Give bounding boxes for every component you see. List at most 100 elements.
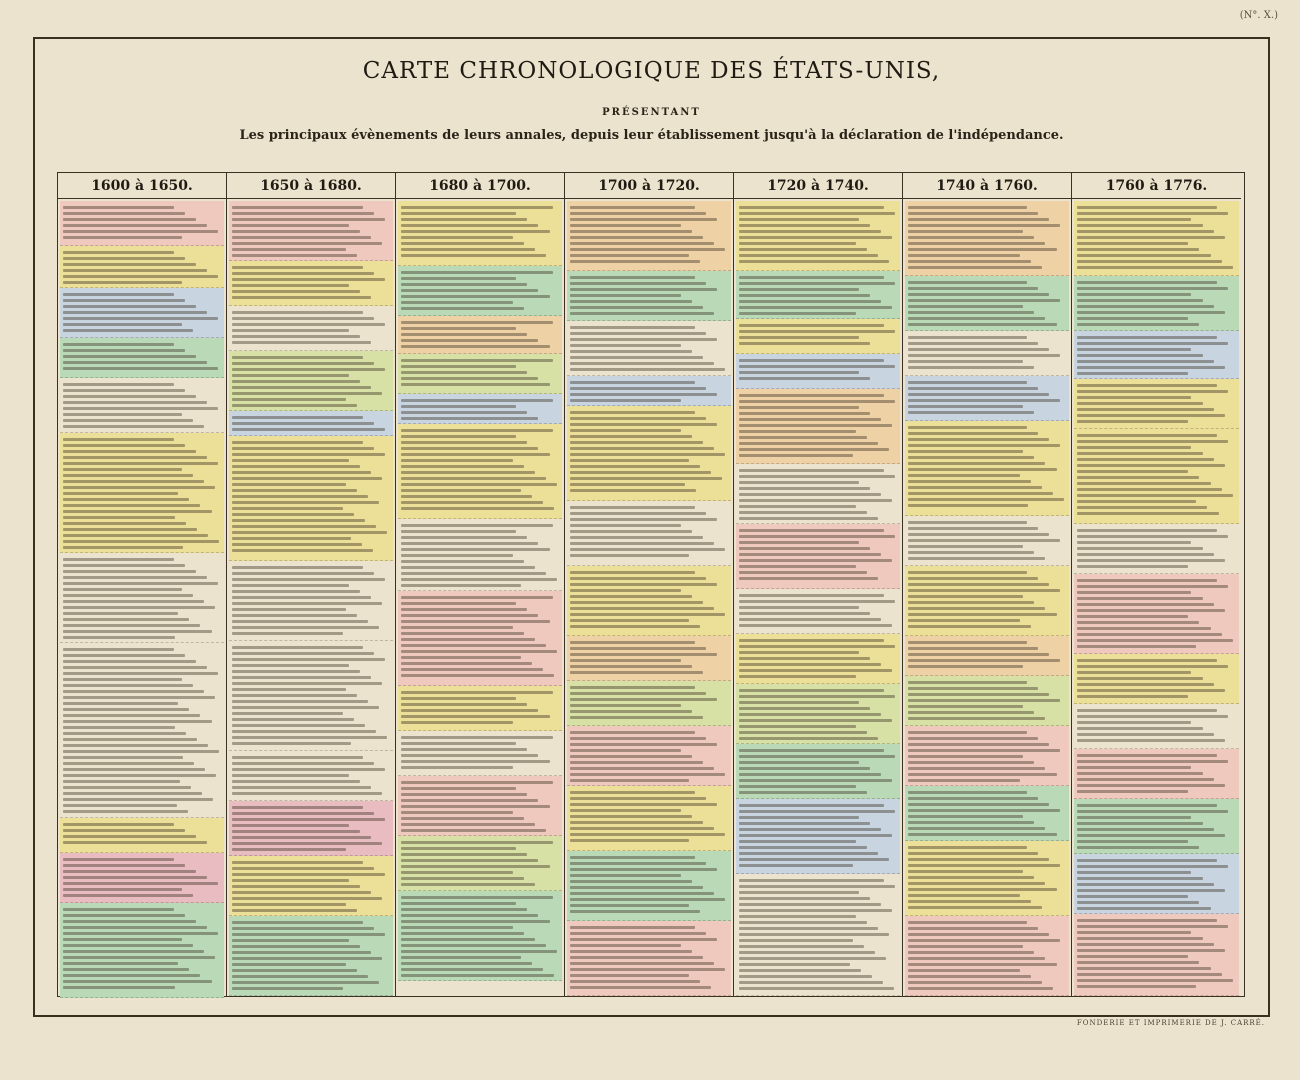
illegible-text-line	[739, 487, 871, 490]
illegible-text-line	[232, 323, 386, 326]
illegible-text-line	[63, 744, 209, 747]
illegible-text-line	[63, 672, 218, 675]
illegible-text-line	[908, 248, 1057, 251]
illegible-text-line	[63, 293, 174, 296]
illegible-text-line	[908, 894, 1021, 897]
illegible-text-line	[401, 254, 547, 257]
illegible-text-line	[1077, 390, 1229, 393]
illegible-text-line	[739, 377, 871, 380]
illegible-text-line	[1077, 877, 1203, 880]
illegible-text-line	[63, 311, 207, 314]
illegible-text-line	[63, 774, 217, 777]
illegible-text-line	[63, 395, 196, 398]
illegible-text-line	[232, 453, 386, 456]
illegible-text-line	[908, 539, 1060, 542]
illegible-text-line	[63, 600, 204, 603]
illegible-text-line	[570, 898, 725, 901]
illegible-text-line	[570, 827, 714, 830]
chronology-cell	[905, 841, 1069, 916]
chronology-cell	[567, 921, 731, 996]
illegible-text-line	[1077, 766, 1192, 769]
illegible-text-line	[401, 754, 539, 757]
illegible-text-line	[1077, 512, 1219, 515]
illegible-text-line	[570, 356, 703, 359]
chronology-cell	[229, 351, 393, 411]
illegible-text-line	[63, 618, 190, 621]
illegible-text-line	[570, 282, 706, 285]
illegible-text-line	[739, 852, 879, 855]
illegible-text-line	[232, 724, 365, 727]
illegible-text-line	[570, 803, 717, 806]
illegible-text-line	[63, 750, 220, 753]
illegible-text-line	[1077, 230, 1214, 233]
illegible-text-line	[63, 546, 184, 549]
illegible-text-line	[570, 417, 706, 420]
illegible-text-line	[908, 981, 1043, 984]
illegible-text-line	[908, 474, 1021, 477]
illegible-text-line	[63, 257, 185, 260]
illegible-text-line	[570, 815, 692, 818]
illegible-text-line	[1077, 907, 1211, 910]
illegible-text-line	[739, 481, 860, 484]
illegible-text-line	[739, 505, 856, 508]
illegible-text-line	[401, 277, 517, 280]
illegible-text-line	[63, 275, 218, 278]
illegible-text-line	[739, 669, 893, 672]
column-header: 1600 à 1650.	[58, 173, 226, 199]
illegible-text-line	[739, 846, 867, 849]
illegible-text-line	[401, 224, 539, 227]
illegible-text-line	[739, 254, 879, 257]
illegible-text-line	[63, 630, 212, 633]
illegible-text-line	[739, 618, 882, 621]
illegible-text-line	[1077, 236, 1225, 239]
illegible-text-line	[401, 799, 539, 802]
chronology-cell	[905, 276, 1069, 331]
chronology-cell	[1074, 799, 1239, 854]
illegible-text-line	[908, 366, 1035, 369]
chronology-cell	[736, 271, 900, 319]
illegible-text-line	[570, 779, 689, 782]
illegible-text-line	[739, 224, 871, 227]
illegible-text-line	[63, 920, 196, 923]
illegible-text-line	[570, 344, 681, 347]
illegible-text-line	[63, 908, 174, 911]
illegible-text-line	[63, 516, 176, 519]
illegible-text-line	[63, 413, 182, 416]
illegible-text-line	[401, 584, 522, 587]
chronology-cell	[905, 421, 1069, 516]
illegible-text-line	[63, 980, 212, 983]
illegible-text-line	[908, 921, 1027, 924]
illegible-text-line	[63, 486, 215, 489]
illegible-text-line	[908, 963, 1057, 966]
chronology-cell	[229, 916, 393, 996]
illegible-text-line	[401, 489, 522, 492]
plate-number: (N°. X.)	[1239, 10, 1278, 21]
illegible-text-line	[570, 791, 695, 794]
illegible-text-line	[739, 312, 856, 315]
illegible-text-line	[232, 842, 383, 845]
illegible-text-line	[401, 638, 536, 641]
illegible-text-line	[908, 323, 1057, 326]
illegible-text-line	[570, 206, 695, 209]
illegible-text-line	[739, 957, 886, 960]
illegible-text-line	[570, 524, 681, 527]
chronology-cell	[60, 338, 224, 378]
illegible-text-line	[1077, 683, 1214, 686]
illegible-text-line	[739, 577, 879, 580]
column-1680-1700: 1680 à 1700.	[396, 173, 565, 996]
illegible-text-line	[908, 975, 1032, 978]
illegible-text-line	[739, 969, 861, 972]
illegible-text-line	[401, 736, 553, 739]
illegible-text-line	[401, 602, 517, 605]
illegible-text-line	[401, 811, 514, 814]
illegible-text-line	[739, 915, 856, 918]
illegible-text-line	[1077, 772, 1203, 775]
illegible-text-line	[232, 218, 386, 221]
illegible-text-line	[1077, 206, 1217, 209]
illegible-text-line	[1077, 677, 1203, 680]
illegible-text-line	[1077, 810, 1229, 813]
column-header: 1680 à 1700.	[396, 173, 564, 199]
illegible-text-line	[63, 570, 196, 573]
illegible-text-line	[63, 534, 209, 537]
illegible-text-line	[739, 276, 885, 279]
